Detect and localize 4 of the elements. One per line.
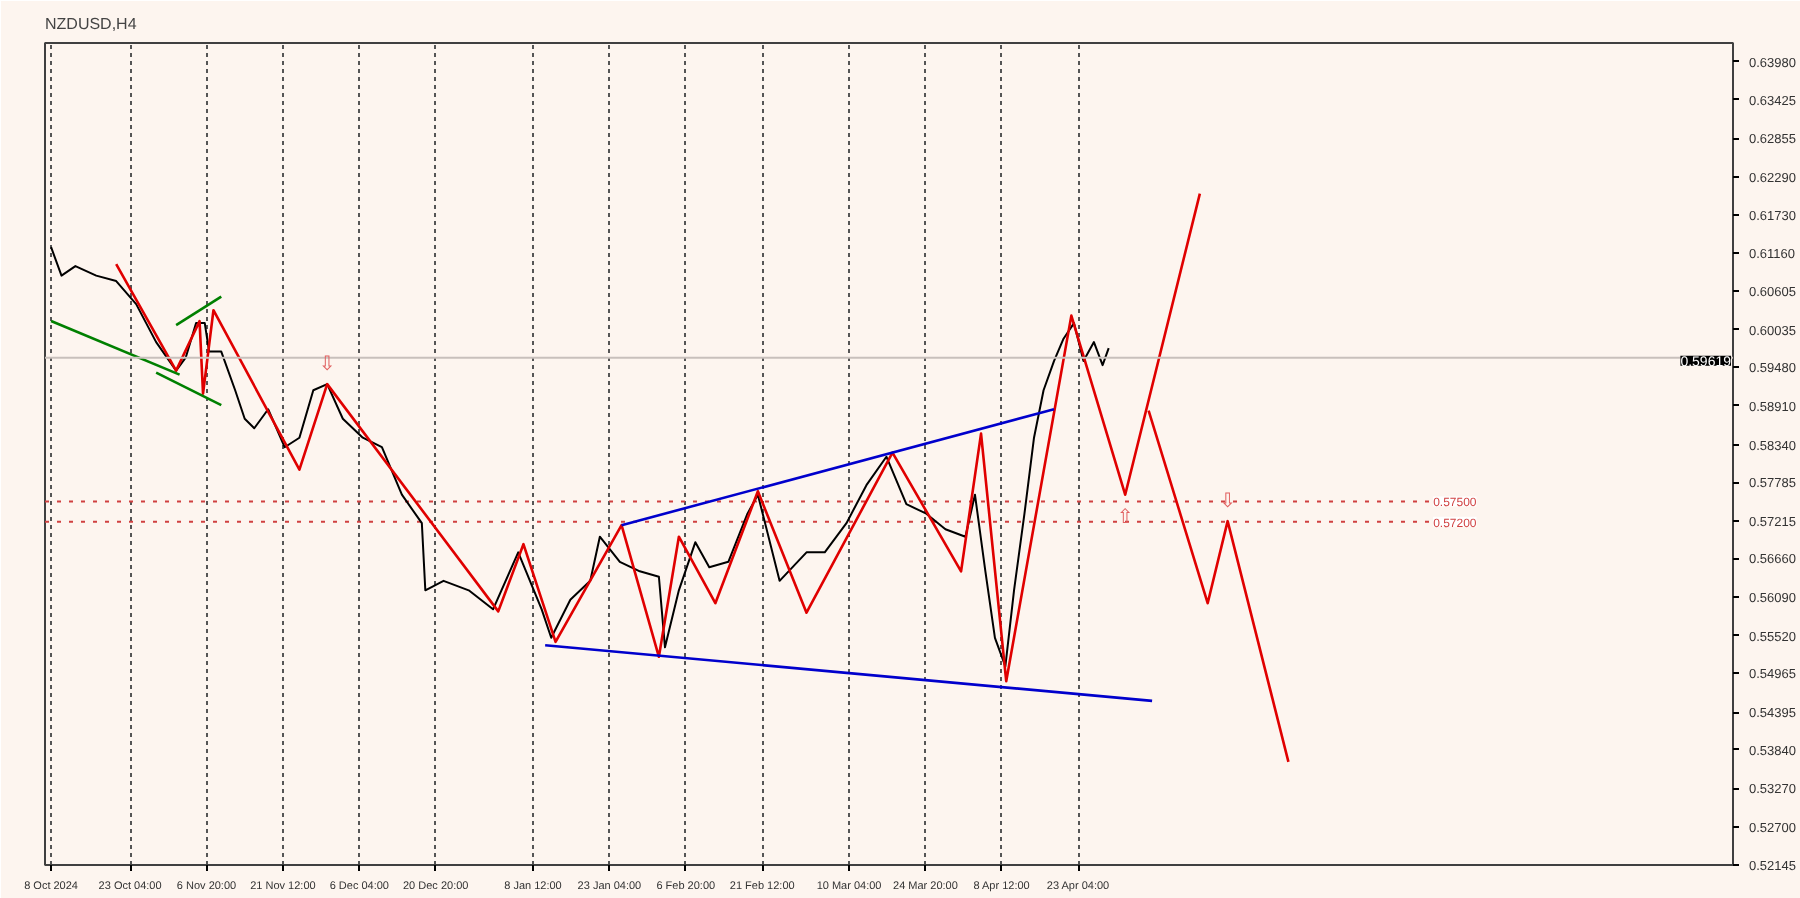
chart-title: NZDUSD,H4 bbox=[45, 15, 138, 33]
annotation: ⇩ bbox=[1219, 491, 1237, 514]
annotation: ⇧ bbox=[1116, 506, 1134, 529]
annotation: ⇩ bbox=[318, 354, 336, 377]
